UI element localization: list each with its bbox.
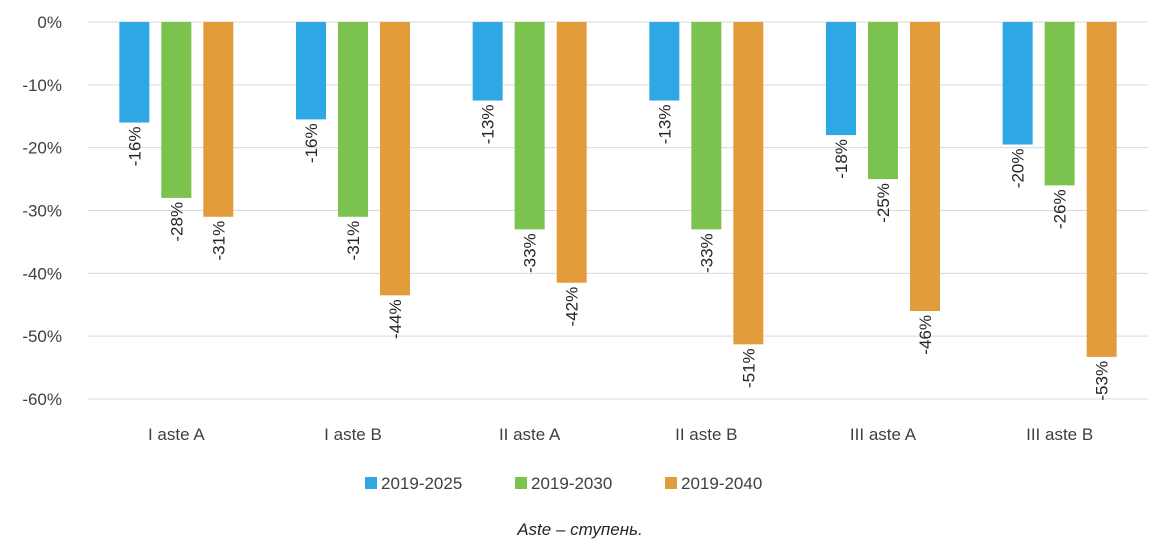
bar bbox=[691, 22, 722, 230]
bar bbox=[910, 22, 940, 312]
data-label: -28% bbox=[167, 202, 186, 242]
data-label: -16% bbox=[125, 127, 144, 167]
legend-label: 2019-2030 bbox=[531, 474, 612, 493]
y-tick-label: -50% bbox=[22, 327, 62, 346]
bar bbox=[472, 22, 503, 101]
data-label: -13% bbox=[655, 105, 674, 145]
x-axis-categories: I aste A I aste B II aste A II aste B III as… bbox=[148, 425, 1093, 444]
chart-caption: Aste – ступень. bbox=[517, 520, 643, 539]
data-label: -53% bbox=[1093, 361, 1112, 401]
bar bbox=[514, 22, 545, 230]
data-label: -33% bbox=[697, 233, 716, 273]
data-label: -16% bbox=[302, 123, 321, 163]
y-tick-label: -40% bbox=[22, 264, 62, 283]
bar bbox=[119, 22, 150, 123]
data-label: -46% bbox=[916, 315, 935, 355]
bar bbox=[380, 22, 410, 296]
bar bbox=[203, 22, 234, 217]
category-label: I aste A bbox=[148, 425, 205, 444]
legend-swatch bbox=[665, 477, 677, 489]
y-tick-label: -30% bbox=[22, 202, 62, 221]
bar bbox=[556, 22, 587, 283]
category-label: II aste B bbox=[675, 425, 737, 444]
data-label: -25% bbox=[874, 183, 893, 223]
data-labels: -16% -28% -31% -16% -31% -44% -13% -33% -42% -13%… bbox=[125, 105, 1111, 401]
bars bbox=[119, 22, 1117, 357]
data-label: -31% bbox=[344, 221, 363, 261]
category-label: I aste B bbox=[324, 425, 382, 444]
bar bbox=[826, 22, 856, 136]
data-label: -18% bbox=[832, 139, 851, 179]
y-tick-label: -10% bbox=[22, 76, 62, 95]
bar bbox=[733, 22, 764, 345]
legend-swatch bbox=[515, 477, 527, 489]
bar bbox=[1002, 22, 1033, 145]
data-label: -51% bbox=[739, 348, 758, 388]
bar bbox=[868, 22, 898, 180]
category-label: II aste A bbox=[499, 425, 561, 444]
y-tick-label: 0% bbox=[37, 13, 62, 32]
data-label: -42% bbox=[563, 287, 582, 327]
data-label: -13% bbox=[479, 105, 498, 145]
category-label: III aste B bbox=[1026, 425, 1093, 444]
legend-label: 2019-2025 bbox=[381, 474, 462, 493]
y-tick-label: -60% bbox=[22, 390, 62, 409]
gridlines bbox=[88, 21, 1148, 400]
bar bbox=[296, 22, 326, 120]
legend-swatch bbox=[365, 477, 377, 489]
data-label: -31% bbox=[209, 221, 228, 261]
data-label: -33% bbox=[521, 233, 540, 273]
data-label: -26% bbox=[1051, 189, 1070, 229]
bar bbox=[338, 22, 368, 217]
legend-label: 2019-2040 bbox=[681, 474, 762, 493]
category-label: III aste A bbox=[850, 425, 917, 444]
legend: 2019-2025 2019-2030 2019-2040 bbox=[365, 474, 762, 493]
bar bbox=[1086, 22, 1117, 357]
bar bbox=[1044, 22, 1075, 186]
bar bbox=[161, 22, 192, 198]
y-tick-label: -20% bbox=[22, 139, 62, 158]
y-axis-ticks: 0% -10% -20% -30% -40% -50% -60% bbox=[22, 13, 62, 409]
data-label: -20% bbox=[1009, 149, 1028, 189]
bar bbox=[649, 22, 680, 101]
data-label: -44% bbox=[386, 299, 405, 339]
